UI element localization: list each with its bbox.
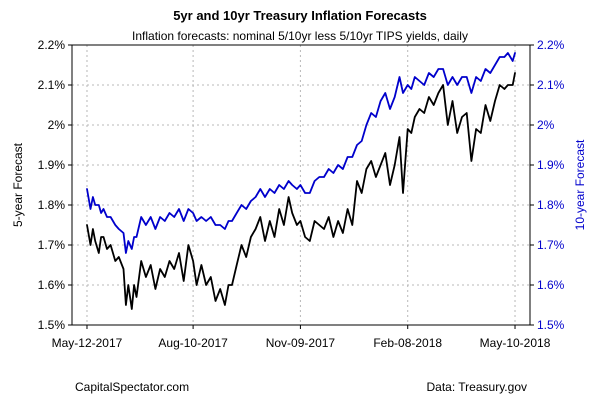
y-tick-label-right-1: 1.6% <box>537 278 565 292</box>
y-tick-label-left-7: 2.2% <box>38 38 66 52</box>
y-axis-title-right: 10-year Forecast <box>573 139 587 230</box>
x-tick-label-4: May-10-2018 <box>480 336 551 350</box>
x-tick-label-0: May-12-2017 <box>52 336 123 350</box>
y-axis-title-left: 5-year Forecast <box>11 142 25 227</box>
source-right: Data: Treasury.gov <box>427 380 528 394</box>
y-tick-label-left-4: 1.9% <box>38 158 66 172</box>
y-tick-label-right-2: 1.7% <box>537 238 565 252</box>
chart-subtitle: Inflation forecasts: nominal 5/10yr less… <box>132 29 468 43</box>
y-tick-label-left-6: 2.1% <box>38 78 66 92</box>
y-tick-label-right-6: 2.1% <box>537 78 565 92</box>
y-tick-label-right-4: 1.9% <box>537 158 565 172</box>
y-tick-label-left-5: 2% <box>48 118 66 132</box>
axes: 1.5% 1.5% 1.6% 1.6% 1.7% 1.7% 1.8% 1.8% 1.9% 1.9%… <box>38 38 565 350</box>
y-tick-label-right-5: 2% <box>537 118 555 132</box>
source-left: CapitalSpectator.com <box>75 380 189 394</box>
y-tick-label-right-3: 1.8% <box>537 198 565 212</box>
y-tick-label-left-2: 1.7% <box>38 238 66 252</box>
series-line-10yr <box>86 52 516 254</box>
series-layer <box>86 52 516 310</box>
x-tick-label-3: Feb-08-2018 <box>373 336 442 350</box>
series-line-5yr <box>86 72 516 310</box>
y-tick-label-left-1: 1.6% <box>38 278 66 292</box>
y-tick-label-right-0: 1.5% <box>537 318 565 332</box>
y-tick-label-left-0: 1.5% <box>38 318 66 332</box>
chart-title: 5yr and 10yr Treasury Inflation Forecast… <box>173 8 427 23</box>
plot-frame <box>71 44 531 326</box>
y-tick-label-left-3: 1.8% <box>38 198 66 212</box>
x-tick-label-2: Nov-09-2017 <box>266 336 336 350</box>
x-tick-label-1: Aug-10-2017 <box>158 336 228 350</box>
y-tick-label-right-7: 2.2% <box>537 38 565 52</box>
